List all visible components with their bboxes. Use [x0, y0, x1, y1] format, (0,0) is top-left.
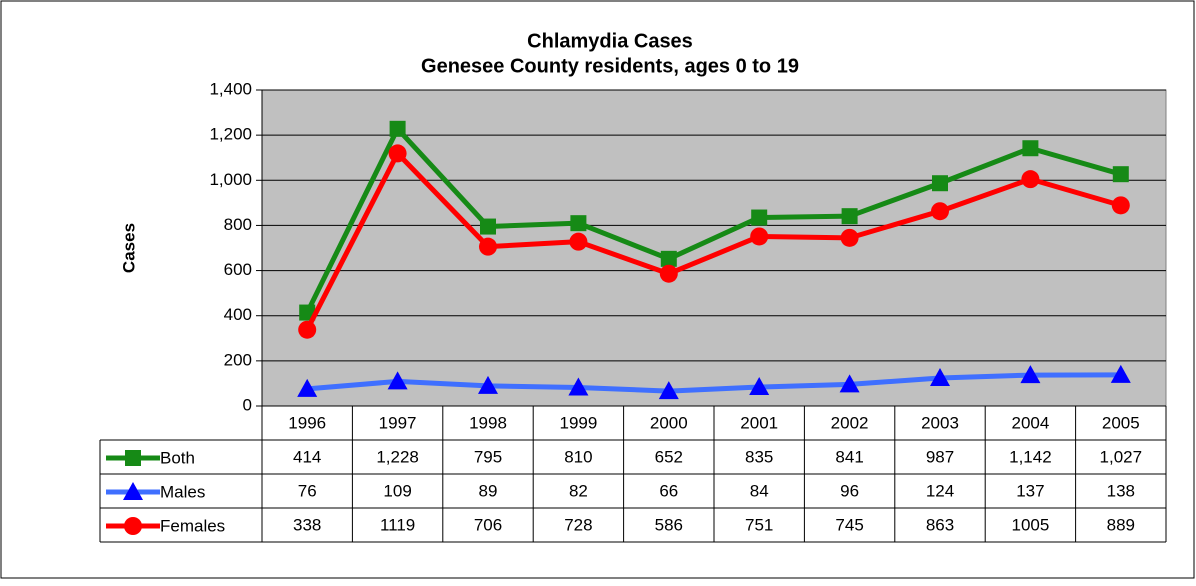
marker: [750, 227, 769, 246]
marker: [840, 228, 859, 247]
marker: [930, 368, 950, 387]
table-value: 751: [745, 515, 773, 534]
legend-key-marker: [124, 517, 142, 535]
x-tick-label: 2001: [740, 413, 778, 432]
y-axis-label: Cases: [119, 223, 138, 273]
marker: [1022, 140, 1039, 157]
marker: [478, 375, 498, 394]
series-line: [306, 372, 1121, 394]
y-tick-label: 0: [243, 395, 252, 414]
table-value: 1,228: [376, 447, 419, 466]
table-value: 586: [655, 515, 683, 534]
y-tick-label: 1,400: [209, 79, 252, 98]
x-tick-label: 2003: [921, 413, 959, 432]
marker: [659, 264, 678, 283]
marker: [660, 250, 677, 267]
marker: [1021, 170, 1040, 189]
table-value: 109: [383, 481, 411, 500]
marker: [388, 144, 407, 163]
table-value: 137: [1016, 481, 1044, 500]
legend-key-marker: [123, 482, 143, 500]
marker: [931, 202, 949, 221]
table-value: 66: [659, 481, 678, 500]
plot-area: [261, 89, 1167, 407]
x-tick-label: 2005: [1102, 413, 1140, 432]
marker: [297, 378, 318, 397]
legend-label: Both: [160, 448, 195, 467]
y-tick-label: 400: [224, 305, 252, 324]
table-value: 84: [750, 481, 769, 500]
table-value: 795: [474, 447, 502, 466]
series-line: [304, 126, 1122, 314]
marker: [839, 374, 860, 393]
table-value: 987: [926, 447, 954, 466]
chart-title: Chlamydia Cases: [527, 30, 693, 52]
table-value: 82: [569, 481, 588, 500]
y-tick-label: 1,000: [209, 170, 252, 189]
table-value: 1005: [1011, 515, 1049, 534]
marker: [1111, 196, 1130, 215]
table-value: 1119: [380, 515, 415, 534]
marker: [658, 381, 679, 400]
table-value: 863: [926, 515, 954, 534]
table-value: 1,142: [1009, 447, 1052, 466]
series-line: [304, 150, 1122, 331]
legend-label: Males: [160, 482, 205, 501]
marker: [570, 215, 587, 232]
table-value: 706: [474, 515, 502, 534]
x-tick-label: 1998: [469, 413, 507, 432]
table-value: 728: [564, 515, 592, 534]
y-tick-label: 200: [224, 350, 252, 369]
marker: [751, 209, 768, 226]
y-tick-label: 1,200: [209, 125, 252, 144]
table-value: 841: [835, 447, 863, 466]
x-tick-label: 2002: [831, 413, 869, 432]
marker: [932, 175, 948, 192]
table-value: 810: [564, 447, 592, 466]
y-tick-label: 800: [224, 215, 252, 234]
table-value: 89: [479, 481, 498, 500]
legend-label: Females: [160, 516, 225, 535]
marker: [480, 218, 496, 235]
table-value: 76: [298, 481, 317, 500]
table-value: 414: [293, 447, 321, 466]
table-value: 889: [1107, 515, 1135, 534]
marker: [568, 377, 589, 396]
table-value: 835: [745, 447, 773, 466]
marker: [298, 320, 317, 339]
marker: [479, 237, 497, 256]
marker: [749, 377, 770, 396]
y-tick-label: 600: [224, 260, 252, 279]
marker: [387, 371, 408, 390]
x-tick-label: 1997: [379, 413, 417, 432]
x-tick-label: 1996: [288, 413, 326, 432]
table-value: 138: [1107, 481, 1135, 500]
table-value: 1,027: [1100, 447, 1143, 466]
marker: [841, 208, 858, 225]
x-tick-label: 2000: [650, 413, 688, 432]
table-value: 338: [293, 515, 321, 534]
legend-key-marker: [125, 450, 141, 466]
chart-subtitle: Genesee County residents, ages 0 to 19: [421, 55, 799, 77]
marker: [1110, 364, 1131, 383]
marker: [1020, 365, 1041, 384]
table-value: 124: [926, 481, 954, 500]
marker: [1112, 166, 1129, 183]
table-value: 745: [835, 515, 863, 534]
marker: [389, 120, 406, 137]
marker: [569, 232, 588, 251]
table-value: 652: [655, 447, 683, 466]
table-value: 96: [840, 481, 859, 500]
x-tick-label: 1999: [559, 413, 597, 432]
x-tick-label: 2004: [1011, 413, 1049, 432]
